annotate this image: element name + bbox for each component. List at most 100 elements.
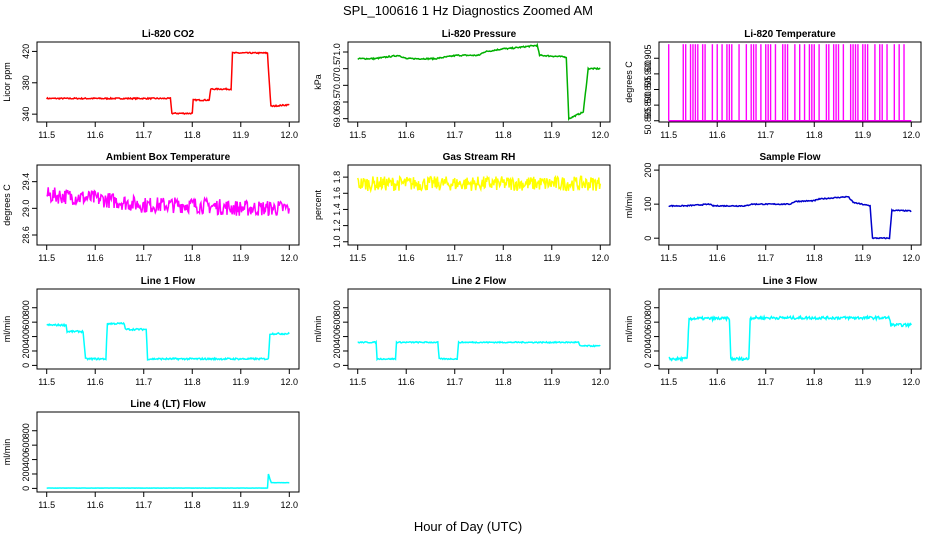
x-tick-label: 12.0 [903,130,921,140]
x-tick-label: 11.8 [806,130,823,140]
plot-frame [36,41,300,123]
y-tick-label: 200 [21,343,31,358]
panel-title: Line 2 Flow [452,276,507,287]
y-tick-label: 420 [21,44,31,59]
y-tick-label: 800 [643,300,653,315]
y-tick-label: 400 [21,452,31,467]
x-tick-label: 12.0 [592,130,610,140]
x-tick-label: 11.7 [757,253,774,263]
x-tick-label: 11.5 [660,130,677,140]
x-tick-label: 11.6 [87,253,104,263]
x-tick-label: 12.0 [903,377,921,387]
series-line [668,314,912,363]
y-tick-label: 600 [21,315,31,330]
x-tick-label: 11.5 [38,253,55,263]
panel-8: Line 2 Flow 11.5 11.6 11.7 11.8 11.9 12.0 0 2004… [313,276,611,387]
plot-frame [658,41,922,123]
x-tick-label: 11.9 [543,377,560,387]
x-tick-label: 11.6 [398,253,415,263]
series-line [357,339,601,362]
series-line [46,321,290,362]
plot-frame [658,288,922,370]
x-tick-label: 11.7 [446,130,463,140]
series-line [46,187,291,217]
y-axis-label: degrees C [624,61,634,103]
x-tick-label: 11.8 [495,377,512,387]
plot-frame [36,164,300,246]
y-tick-label: 600 [21,438,31,453]
y-axis-label: kPa [313,74,323,90]
y-tick-label: 100 [643,197,653,212]
y-axis-label: Licor ppm [2,62,12,102]
y-tick-label: 200 [643,343,653,358]
panel-title: Li-820 Pressure [442,29,517,40]
y-tick-label: 0 [643,236,653,241]
x-tick-label: 11.6 [709,377,726,387]
panel-9: Line 3 Flow 11.5 11.6 11.7 11.8 11.9 12.0 0 2004… [624,276,922,387]
x-tick-label: 11.5 [349,130,366,140]
y-tick-label: 1.8 [332,171,342,184]
y-tick-label: 0 [643,363,653,368]
y-tick-label: 28.6 [21,226,31,244]
panel-title: Ambient Box Temperature [106,152,231,163]
x-tick-label: 11.5 [38,130,55,140]
panel-title: Gas Stream RH [443,152,516,163]
x-tick-label: 11.9 [232,130,249,140]
series-line [357,42,601,122]
y-tick-label: 1.2 [332,219,342,232]
x-tick-label: 11.6 [87,500,104,510]
panel-title: Line 4 (LT) Flow [130,399,206,410]
y-tick-label: 800 [21,300,31,315]
x-tick-label: 12.0 [281,500,299,510]
panel-6: Sample Flow 11.5 11.6 11.7 11.8 11.9 12.0 0 100 2… [624,152,922,263]
plot-frame [347,288,611,370]
x-tick-label: 11.8 [806,253,823,263]
x-tick-label: 12.0 [281,130,299,140]
y-axis-label: ml/min [2,316,12,343]
panel-1: Li-820 CO2 11.5 11.6 11.7 11.8 11.9 12.0 340 380… [2,29,300,140]
x-tick-label: 11.7 [446,377,463,387]
series-line [46,473,290,489]
x-tick-label: 11.7 [135,377,152,387]
x-tick-label: 12.0 [903,253,921,263]
panel-title: Line 1 Flow [141,276,196,287]
x-tick-label: 11.5 [38,377,55,387]
x-tick-label: 12.0 [592,377,610,387]
y-tick-label: 50.895 [643,76,653,104]
x-tick-label: 11.6 [87,130,104,140]
figure-title: SPL_100616 1 Hz Diagnostics Zoomed AM [343,3,593,18]
x-tick-label: 11.9 [543,130,560,140]
x-tick-label: 11.7 [135,500,152,510]
x-tick-label: 11.8 [184,500,201,510]
x-tick-label: 11.8 [184,377,201,387]
y-tick-label: 50.905 [643,44,653,72]
y-tick-label: 70.5 [332,60,342,78]
x-tick-label: 11.9 [854,253,871,263]
x-tick-label: 11.6 [398,377,415,387]
panel-5: Gas Stream RH 11.5 11.6 11.7 11.8 11.9 12.0 1.0… [313,152,611,263]
x-tick-label: 11.8 [184,253,201,263]
plot-frame [36,411,300,493]
x-tick-label: 12.0 [592,253,610,263]
x-tick-label: 11.6 [87,377,104,387]
y-tick-label: 1.6 [332,187,342,200]
panel-4: Ambient Box Temperature 11.5 11.6 11.7 11.8 1… [2,152,300,263]
y-tick-label: 600 [332,315,342,330]
panel-grid: Li-820 CO2 11.5 11.6 11.7 11.8 11.9 12.0 340 380… [2,29,922,510]
x-tick-label: 11.7 [757,130,774,140]
y-tick-label: 29.4 [21,173,31,191]
y-axis-label: ml/min [2,439,12,466]
x-tick-label: 11.7 [135,253,152,263]
x-tick-label: 11.8 [806,377,823,387]
x-tick-label: 11.6 [398,130,415,140]
plot-frame [36,288,300,370]
y-tick-label: 800 [21,423,31,438]
y-axis-label: ml/min [624,316,634,343]
y-tick-label: 600 [643,315,653,330]
y-tick-label: 400 [332,329,342,344]
y-tick-label: 1.0 [332,236,342,249]
y-axis-label: percent [313,189,323,220]
x-tick-label: 11.6 [709,130,726,140]
y-tick-label: 200 [21,466,31,481]
y-tick-label: 50.885 [643,107,653,135]
